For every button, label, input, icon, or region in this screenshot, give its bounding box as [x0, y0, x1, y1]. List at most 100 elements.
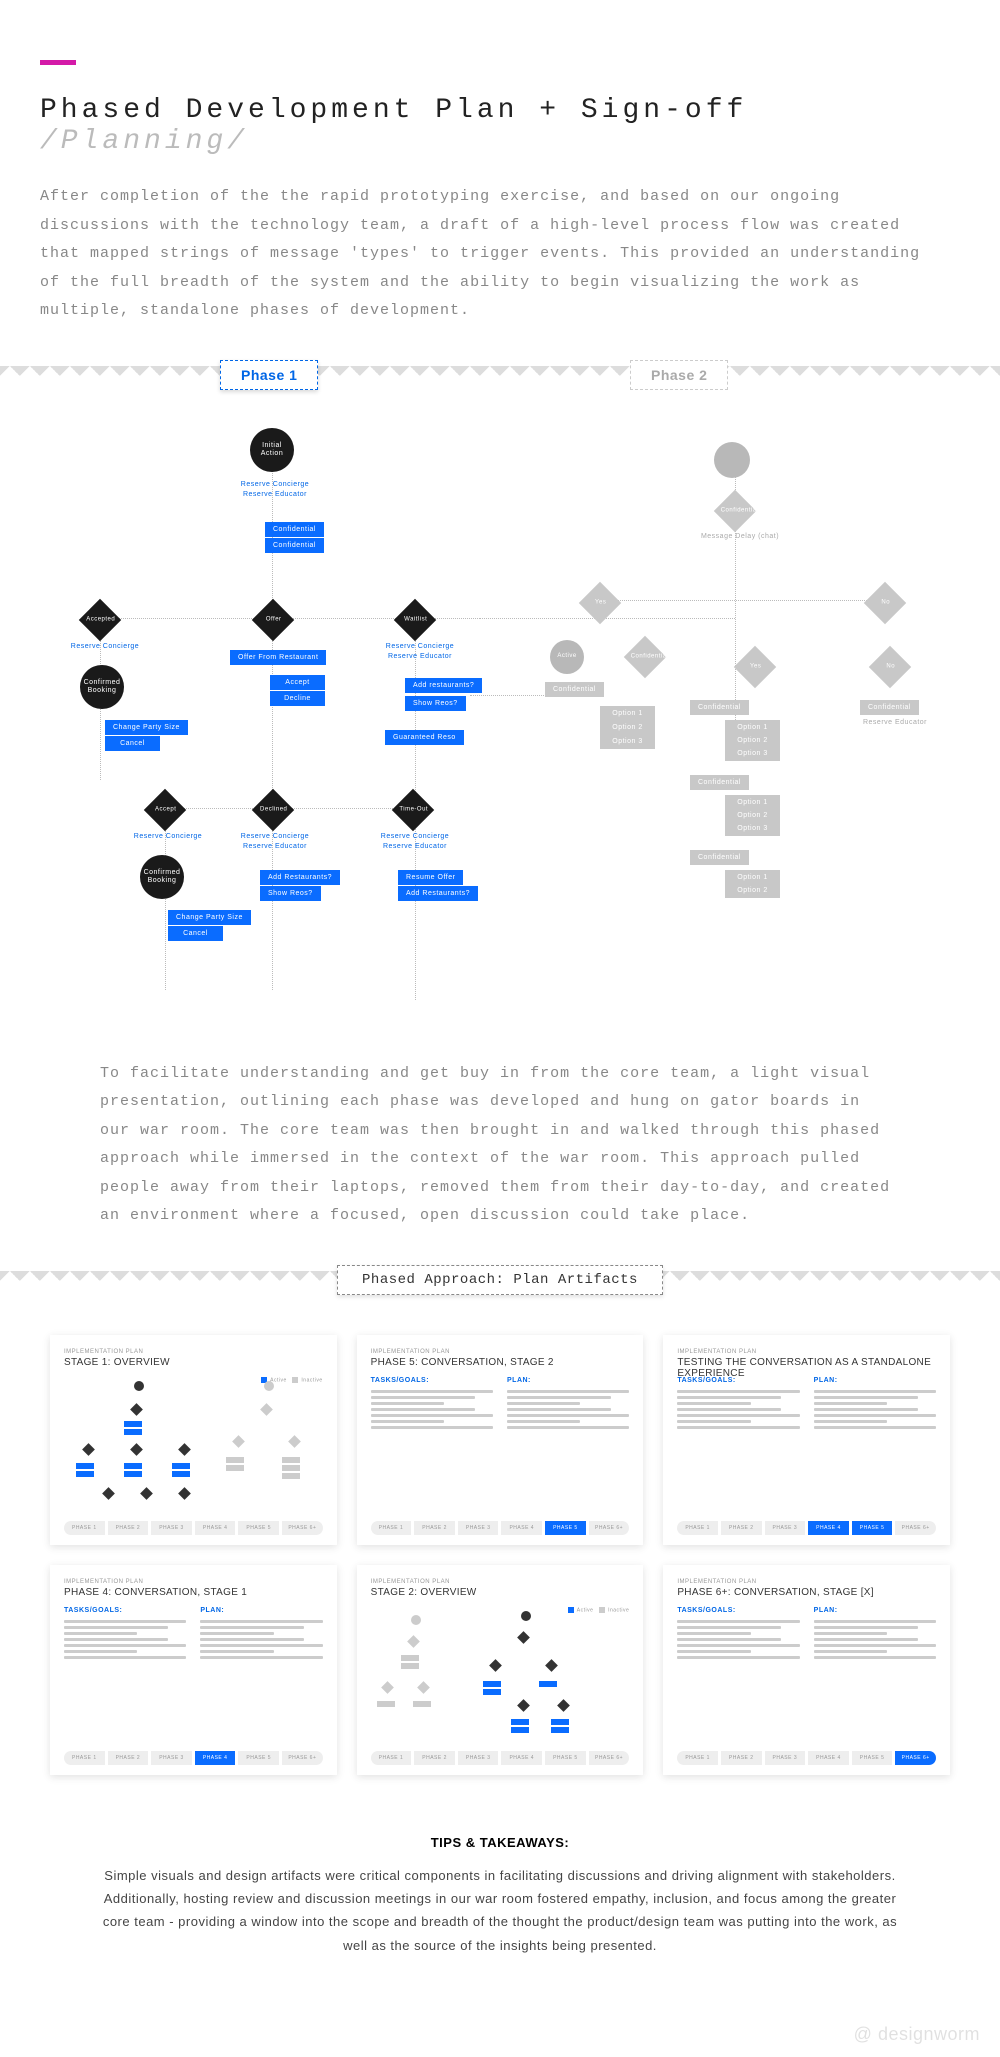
text-line	[677, 1402, 750, 1405]
fc-p2-g2-3: Option 3	[725, 821, 780, 836]
text-line	[677, 1644, 799, 1647]
text-line	[64, 1638, 168, 1641]
text-line	[371, 1402, 444, 1405]
text-line	[814, 1396, 918, 1399]
mini-node	[551, 1727, 569, 1733]
phase-pill: PHASE 5	[852, 1751, 893, 1765]
card-pretitle: IMPLEMENTATION PLAN	[677, 1579, 936, 1585]
phase-pill: PHASE 1	[371, 1521, 412, 1535]
fc-box-changeparty: Change Party Size	[105, 720, 188, 735]
card-title: STAGE 2: OVERVIEW	[371, 1587, 630, 1598]
card-pretitle: IMPLEMENTATION PLAN	[64, 1349, 323, 1355]
phase-pill: PHASE 3	[151, 1751, 192, 1765]
phase-pill: PHASE 2	[721, 1521, 762, 1535]
text-line	[507, 1426, 629, 1429]
phase-pill: PHASE 5	[545, 1751, 586, 1765]
fc-p2-active: Active	[550, 640, 584, 674]
mini-node	[124, 1463, 142, 1469]
fc-box-r2c2-1: Add Restaurants?	[260, 870, 340, 885]
text-line	[677, 1408, 781, 1411]
text-line	[677, 1396, 781, 1399]
phase-pill: PHASE 5	[852, 1521, 893, 1535]
card-col-heading: PLAN:	[507, 1377, 629, 1384]
card-title: PHASE 6+: CONVERSATION, STAGE [X]	[677, 1587, 936, 1598]
mini-node	[172, 1471, 190, 1477]
phase-pill: PHASE 3	[458, 1751, 499, 1765]
fc-p2-start	[714, 442, 750, 478]
phase-pill: PHASE 2	[414, 1521, 455, 1535]
card-footer: PHASE 1PHASE 2PHASE 3PHASE 4PHASE 5PHASE…	[677, 1521, 936, 1535]
mini-node	[226, 1457, 244, 1463]
card-footer: PHASE 1PHASE 2PHASE 3PHASE 4PHASE 5PHASE…	[64, 1521, 323, 1535]
mini-node	[483, 1681, 501, 1687]
fc-box-offerdecline: Decline	[270, 691, 325, 706]
phase-pill: PHASE 6+	[895, 1751, 936, 1765]
card-title: TESTING THE CONVERSATION AS A STANDALONE…	[677, 1357, 936, 1379]
fc-p2-sub: Message Delay (chat)	[700, 532, 780, 543]
fc-p2-g1-3: Option 3	[725, 746, 780, 761]
text-line	[677, 1420, 750, 1423]
fc-p2-yes2: Yes	[734, 645, 776, 687]
phase-pill: PHASE 3	[765, 1521, 806, 1535]
mini-node	[517, 1699, 530, 1712]
card-col-heading: TASKS/GOALS:	[677, 1377, 799, 1384]
text-line	[371, 1426, 493, 1429]
phase-pill: PHASE 5	[238, 1521, 279, 1535]
card-footer: PHASE 1PHASE 2PHASE 3PHASE 4PHASE 5PHASE…	[371, 1521, 630, 1535]
mini-node	[282, 1457, 300, 1463]
card-body: Active Inactive	[371, 1607, 630, 1741]
fc-diamond-offer: Offer	[252, 598, 294, 640]
page-title: Phased Development Plan + Sign-off /Plan…	[40, 95, 960, 157]
mini-node	[401, 1655, 419, 1661]
card-pretitle: IMPLEMENTATION PLAN	[371, 1579, 630, 1585]
text-line	[200, 1638, 304, 1641]
card-footer: PHASE 1PHASE 2PHASE 3PHASE 4PHASE 5PHASE…	[371, 1751, 630, 1765]
fc-diamond-waitlist: Waitlist	[394, 598, 436, 640]
text-line	[64, 1656, 186, 1659]
fc-link-top: Reserve Concierge Reserve Educator	[240, 480, 310, 501]
text-line	[814, 1620, 936, 1623]
phase-pill: PHASE 4	[195, 1751, 236, 1765]
text-line	[677, 1638, 781, 1641]
artifact-card: IMPLEMENTATION PLAN STAGE 2: OVERVIEW Acti…	[357, 1565, 644, 1775]
mini-node	[282, 1473, 300, 1479]
mini-node	[557, 1699, 570, 1712]
fc-box-addrest2: Add Restaurants?	[398, 886, 478, 901]
mini-node	[282, 1465, 300, 1471]
mini-node	[407, 1635, 420, 1648]
phase-pill: PHASE 4	[501, 1521, 542, 1535]
fc-box-conf1: Confidential	[265, 522, 324, 537]
fc-p2-no2: No	[869, 645, 911, 687]
fc-p2-no: No	[864, 581, 906, 623]
mini-node	[517, 1631, 530, 1644]
mini-node	[226, 1465, 244, 1471]
fc-p2-opt1: Option 1	[600, 706, 655, 721]
text-line	[677, 1390, 799, 1393]
mini-node	[232, 1435, 245, 1448]
intro-paragraph: After completion of the the rapid protot…	[40, 183, 940, 326]
fc-p2-right-l: Reserve Educator	[860, 718, 930, 729]
fc-link-r2c2: Reserve Concierge Reserve Educator	[240, 832, 310, 853]
mini-node	[551, 1719, 569, 1725]
text-line	[814, 1632, 887, 1635]
text-line	[371, 1408, 475, 1411]
mini-node	[413, 1701, 431, 1707]
mini-node	[489, 1659, 502, 1672]
mini-node	[102, 1487, 115, 1500]
fc-p2-g2: Confidential	[690, 775, 749, 790]
tips-body: Simple visuals and design artifacts were…	[100, 1864, 900, 1958]
mini-node	[539, 1681, 557, 1687]
card-pretitle: IMPLEMENTATION PLAN	[371, 1349, 630, 1355]
text-line	[814, 1426, 936, 1429]
mini-node	[511, 1719, 529, 1725]
phase-pill: PHASE 2	[108, 1521, 149, 1535]
fc-box-showreos: Show Reos?	[405, 696, 466, 711]
card-body: TASKS/GOALS:PLAN:	[371, 1377, 630, 1511]
card-pretitle: IMPLEMENTATION PLAN	[64, 1579, 323, 1585]
mini-node	[124, 1421, 142, 1427]
fc-box-conf2: Confidential	[265, 538, 324, 553]
phase-1-badge: Phase 1	[220, 360, 318, 390]
fc-box-offerrest: Offer From Restaurant	[230, 650, 326, 665]
fc-p2-g3-2: Option 2	[725, 883, 780, 898]
phase-pill: PHASE 1	[677, 1751, 718, 1765]
